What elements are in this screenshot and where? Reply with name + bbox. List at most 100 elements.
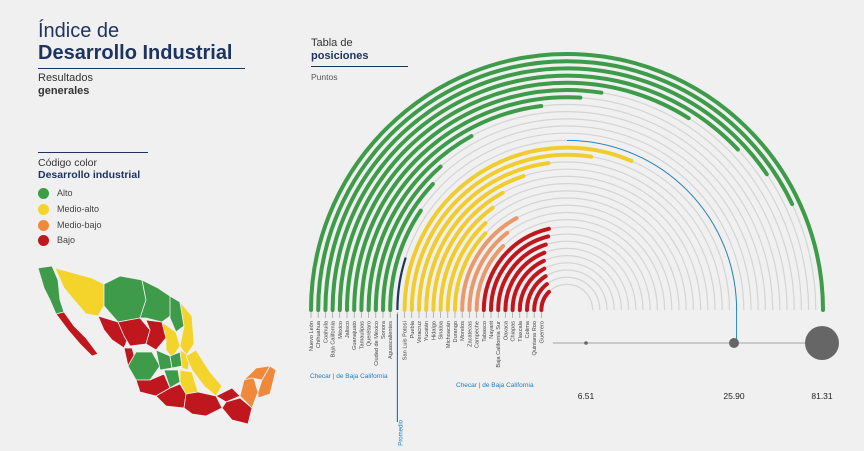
results-sublabel: generales [38, 85, 90, 97]
arc-bar [417, 161, 551, 312]
annotation-note-2: Checar | de Baja California [456, 382, 534, 389]
legend-swatch [38, 219, 49, 231]
map-region-veracruz [185, 349, 223, 397]
legend-item-bajo: Bajo [38, 233, 75, 247]
category-label: Baja California Sur [496, 321, 502, 368]
category-label: Morelos [460, 321, 466, 341]
category-label: Chihuahua [316, 320, 322, 348]
category-label: Nuevo León [309, 321, 315, 351]
legend-item-medio-alto: Medio-alto [38, 202, 99, 216]
category-label: Zacatecas [467, 321, 473, 347]
category-label: Guerrero [539, 321, 545, 343]
map-region-campeche [239, 371, 259, 409]
arc-bar [438, 205, 495, 312]
category-label: Sinaloa [439, 320, 445, 340]
category-label: Ciudad de México [374, 321, 380, 366]
arc-bar [510, 258, 546, 312]
map-region-oaxaca [183, 391, 223, 417]
table-subtitle: posiciones [311, 50, 369, 62]
annotation-note-1: Checar | de Baja California [310, 373, 388, 380]
arc-bar [460, 216, 519, 312]
scale-tick-label: 25.90 [723, 391, 745, 401]
arc-bar [402, 145, 634, 312]
arc-bar [424, 174, 526, 312]
arc-bar [323, 66, 769, 312]
chart-unit-label: Puntos [311, 72, 338, 82]
legend-divider [38, 152, 148, 153]
legend-item-label: Medio-bajo [57, 220, 102, 230]
category-label: Oaxaca [503, 320, 509, 340]
arc-bar [337, 80, 691, 312]
arc-bar [409, 152, 594, 312]
table-title: Tabla de [311, 37, 353, 49]
arc-bar [431, 190, 505, 312]
arc-bar-promedio [396, 257, 407, 311]
arc-track [447, 190, 687, 311]
legend-item-label: Medio-alto [57, 204, 100, 214]
category-label: Quintana Roo [532, 321, 538, 356]
map-region-quintana-roo [257, 365, 277, 399]
promedio-label: Promedio [398, 419, 404, 445]
category-label: Michoacán [446, 321, 452, 348]
title-line-2: Desarrollo Industrial [38, 42, 233, 64]
legend-item-alto: Alto [38, 186, 73, 200]
category-label: Querétaro [367, 321, 373, 346]
category-label: Durango [453, 321, 459, 342]
category-label: Guanajuato [352, 321, 358, 350]
legend-swatch [38, 187, 49, 199]
category-label: Hidalgo [431, 321, 437, 340]
category-label: Chiapas [511, 321, 517, 342]
category-label: Puebla [410, 320, 416, 338]
arc-track [533, 276, 601, 311]
title-line-1: Índice de [38, 20, 120, 42]
category-label: Nayarit [489, 321, 495, 339]
legend-subtitle: Desarrollo industrial [38, 169, 141, 181]
category-label: Jalisco [345, 321, 351, 338]
arc-track [483, 226, 651, 311]
arc-bar [532, 282, 549, 312]
arc-bar [381, 182, 435, 312]
results-label: Resultados [38, 72, 94, 84]
arc-bar [496, 242, 548, 312]
arc-bar [481, 226, 551, 312]
category-label: Veracruz [417, 321, 423, 343]
arc-bar [467, 230, 510, 312]
legend-item-label: Alto [57, 188, 73, 198]
scale-marker [729, 338, 739, 348]
legend-title: Código color [38, 157, 97, 169]
category-label: Colima [525, 320, 531, 338]
arc-bar [474, 244, 506, 312]
category-label: Tabasco [482, 321, 488, 342]
arc-track [332, 75, 802, 311]
arc-bar [359, 104, 544, 312]
promedio-reference-arc [566, 139, 738, 311]
category-label: Yucatán [424, 321, 430, 341]
arc-bar [503, 250, 547, 312]
arc-bar [445, 221, 488, 312]
category-label: San Luis Potosí [403, 321, 409, 361]
legend-swatch [38, 203, 49, 215]
arc-bar [489, 234, 551, 312]
category-label: Tamaulipas [359, 321, 365, 349]
scale-marker [584, 341, 588, 345]
legend-item-medio-bajo: Medio-bajo [38, 218, 102, 232]
arc-track [540, 283, 594, 311]
scale-marker [805, 326, 839, 360]
category-label: Campeche [475, 321, 481, 348]
title-divider [38, 68, 245, 69]
category-label: Baja California [331, 320, 337, 357]
arc-bar [517, 266, 547, 312]
category-label: Aguascalientes [388, 321, 394, 359]
category-label: Tlaxcala [518, 320, 524, 342]
arc-bar [388, 208, 423, 312]
arc-bar [352, 95, 583, 312]
arc-bar [373, 164, 443, 312]
legend-swatch [38, 234, 49, 246]
map-region-baja-sur [55, 311, 99, 357]
arc-bar [539, 289, 551, 312]
scale-tick-label: 6.51 [578, 391, 595, 401]
arc-bar [316, 59, 795, 312]
arc-bar [330, 73, 740, 312]
